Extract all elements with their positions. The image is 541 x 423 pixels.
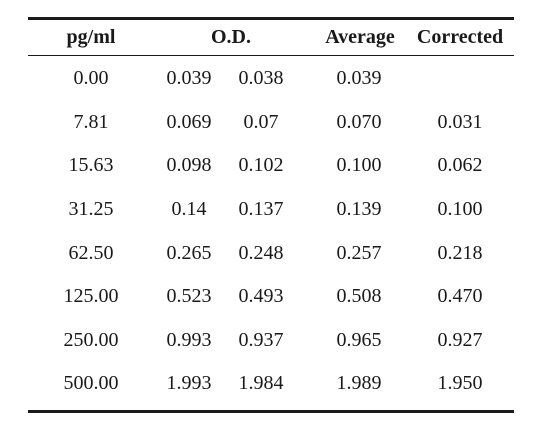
cell-od-2: 0.038 [238,67,284,90]
table-header-row: pg/ml O.D. Average Corrected [28,20,514,55]
cell-od-1: 0.523 [166,285,212,308]
cell-average: 0.139 [336,198,382,221]
cell-od-1: 1.993 [166,372,212,395]
header-od: O.D. [211,26,251,48]
table-top-rule [28,17,514,20]
cell-od-1: 0.993 [166,328,212,351]
table-row: 62.50 0.265 0.248 0.257 0.218 [28,231,514,275]
cell-corrected: 1.950 [437,372,483,395]
cell-od-1: 0.069 [166,110,212,133]
cell-average: 0.039 [336,67,382,90]
header-average: Average [325,26,395,48]
standard-curve-table: pg/ml O.D. Average Corrected 0.00 0.039 … [28,17,514,413]
table-row: 250.00 0.993 0.937 0.965 0.927 [28,319,514,363]
cell-od-2: 0.248 [238,241,284,264]
cell-od-2: 0.07 [243,110,279,133]
cell-corrected: 0.100 [437,198,483,221]
table-row: 125.00 0.523 0.493 0.508 0.470 [28,275,514,319]
cell-pg-ml: 0.00 [73,67,109,90]
table-bottom-rule [28,409,514,413]
cell-average: 1.989 [336,372,382,395]
cell-pg-ml: 250.00 [63,328,119,351]
cell-corrected: 0.470 [437,285,483,308]
cell-od-1: 0.039 [166,67,212,90]
cell-od-1: 0.265 [166,241,212,264]
cell-od-2: 0.493 [238,285,284,308]
cell-average: 0.965 [336,328,382,351]
cell-corrected: 0.927 [437,328,483,351]
table-row: 15.63 0.098 0.102 0.100 0.062 [28,144,514,188]
cell-corrected: 0.031 [437,110,483,133]
cell-od-1: 0.14 [171,198,207,221]
cell-corrected [406,57,514,101]
cell-corrected: 0.218 [437,241,483,264]
header-pg-ml: pg/ml [66,26,116,48]
table-row: 500.00 1.993 1.984 1.989 1.950 [28,362,514,406]
cell-corrected: 0.062 [437,154,483,177]
cell-pg-ml: 7.81 [73,110,109,133]
table-body: 0.00 0.039 0.038 0.039 7.81 0.069 0.07 0… [28,56,514,410]
table-header-rule [28,55,514,56]
header-corrected: Corrected [416,26,504,48]
table-row: 0.00 0.039 0.038 0.039 [28,57,514,101]
cell-average: 0.257 [336,241,382,264]
cell-od-2: 0.937 [238,328,284,351]
table-row: 31.25 0.14 0.137 0.139 0.100 [28,188,514,232]
cell-od-2: 0.102 [238,154,284,177]
cell-average: 0.070 [336,110,382,133]
cell-od-2: 0.137 [238,198,284,221]
cell-od-2: 1.984 [238,372,284,395]
cell-average: 0.100 [336,154,382,177]
cell-od-1: 0.098 [166,154,212,177]
cell-pg-ml: 31.25 [68,198,114,221]
cell-pg-ml: 15.63 [68,154,114,177]
cell-pg-ml: 62.50 [68,241,114,264]
cell-average: 0.508 [336,285,382,308]
cell-pg-ml: 125.00 [63,285,119,308]
cell-pg-ml: 500.00 [63,372,119,395]
table-row: 7.81 0.069 0.07 0.070 0.031 [28,101,514,145]
